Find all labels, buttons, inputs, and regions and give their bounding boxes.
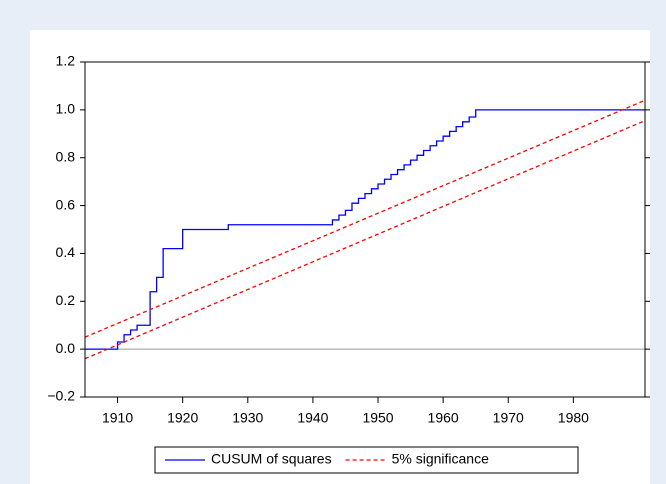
- legend-box: [154, 446, 579, 474]
- y-tick-label: 0.4: [56, 244, 76, 260]
- y-tick-label: 1.2: [56, 53, 76, 69]
- series-line: [85, 99, 645, 338]
- legend-label: 5% significance: [392, 451, 489, 467]
- x-tick-label: 1960: [428, 410, 459, 426]
- x-tick-label: 1930: [232, 410, 263, 426]
- y-tick-label: 0.0: [56, 340, 76, 356]
- legend-label: CUSUM of squares: [211, 451, 332, 467]
- y-tick-label: 0.8: [56, 148, 76, 164]
- chart-panel: [30, 30, 650, 484]
- plot-border: [84, 61, 646, 398]
- y-tick-label: −0.2: [47, 388, 75, 404]
- series-line-lower: [85, 120, 645, 360]
- x-tick-label: 1970: [493, 410, 524, 426]
- x-tick-label: 1920: [167, 410, 198, 426]
- series-line: [85, 109, 645, 350]
- x-tick-label: 1950: [362, 410, 393, 426]
- x-tick-label: 1980: [558, 410, 589, 426]
- y-tick-label: 0.6: [56, 196, 76, 212]
- y-tick-label: 1.0: [56, 101, 76, 117]
- y-tick-label: 0.2: [56, 292, 76, 308]
- x-tick-label: 1910: [102, 410, 133, 426]
- x-tick-label: 1940: [297, 410, 328, 426]
